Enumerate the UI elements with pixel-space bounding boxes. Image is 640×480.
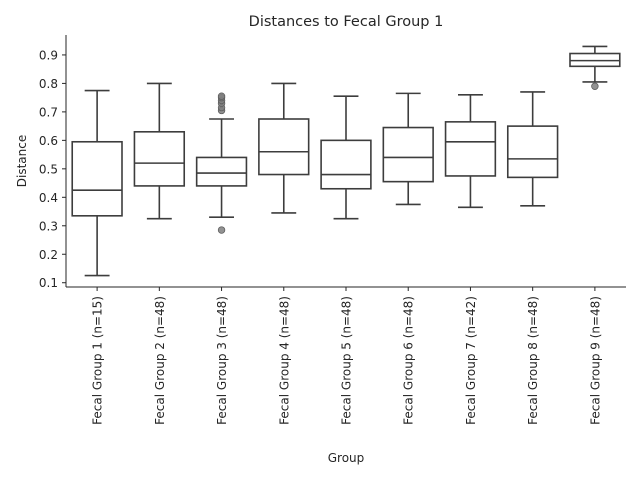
box-group-7 xyxy=(444,93,497,209)
x-tick-label: Fecal Group 8 (n=48) xyxy=(526,296,540,425)
interquartile-box xyxy=(133,131,186,187)
x-axis-ticks: Fecal Group 1 (n=15) Fecal Group 2 (n=48)… xyxy=(91,287,602,425)
box-group-2 xyxy=(133,82,186,220)
interquartile-box xyxy=(506,125,559,179)
y-axis-label: Distance xyxy=(15,135,29,187)
y-tick-label: 0.3 xyxy=(39,219,58,233)
y-tick-label: 0.7 xyxy=(39,105,58,119)
interquartile-box xyxy=(258,118,310,176)
box-group-8 xyxy=(506,91,559,207)
y-tick-label: 0.4 xyxy=(39,191,58,205)
outlier-point xyxy=(591,82,599,90)
box-group-6 xyxy=(382,92,434,206)
interquartile-box xyxy=(382,126,434,183)
x-tick-label: Fecal Group 6 (n=48) xyxy=(402,296,416,425)
x-tick-label: Fecal Group 5 (n=48) xyxy=(340,296,354,425)
x-tick-label: Fecal Group 1 (n=15) xyxy=(91,296,105,425)
box-group-1 xyxy=(71,89,123,277)
x-tick-label: Fecal Group 7 (n=42) xyxy=(464,296,478,425)
y-tick-label: 0.1 xyxy=(39,276,58,290)
x-tick-label: Fecal Group 2 (n=48) xyxy=(153,296,167,425)
interquartile-box xyxy=(195,156,248,187)
outlier-point xyxy=(217,92,226,100)
chart-title: Distances to Fecal Group 1 xyxy=(249,14,444,30)
box-group-4 xyxy=(258,82,310,214)
x-tick-label: Fecal Group 3 (n=48) xyxy=(215,296,229,425)
y-tick-label: 0.6 xyxy=(39,134,58,148)
x-axis-label: Group xyxy=(328,451,365,465)
y-tick-label: 0.9 xyxy=(39,48,58,62)
box-series xyxy=(71,45,621,277)
y-tick-label: 0.2 xyxy=(39,248,58,262)
y-axis-ticks: 0.1 0.2 0.3 0.4 0.5 0.6 0.7 0.8 0.9 xyxy=(39,48,66,290)
y-tick-label: 0.5 xyxy=(39,162,58,176)
box-group-3 xyxy=(195,92,248,234)
box-group-5 xyxy=(320,95,372,220)
interquartile-box xyxy=(320,139,372,190)
box-group-9 xyxy=(569,45,621,90)
interquartile-box xyxy=(444,121,497,177)
x-tick-label: Fecal Group 9 (n=48) xyxy=(588,296,602,425)
outlier-point xyxy=(217,226,226,234)
y-tick-label: 0.8 xyxy=(39,77,58,91)
x-tick-label: Fecal Group 4 (n=48) xyxy=(277,296,291,425)
interquartile-box xyxy=(71,140,123,217)
